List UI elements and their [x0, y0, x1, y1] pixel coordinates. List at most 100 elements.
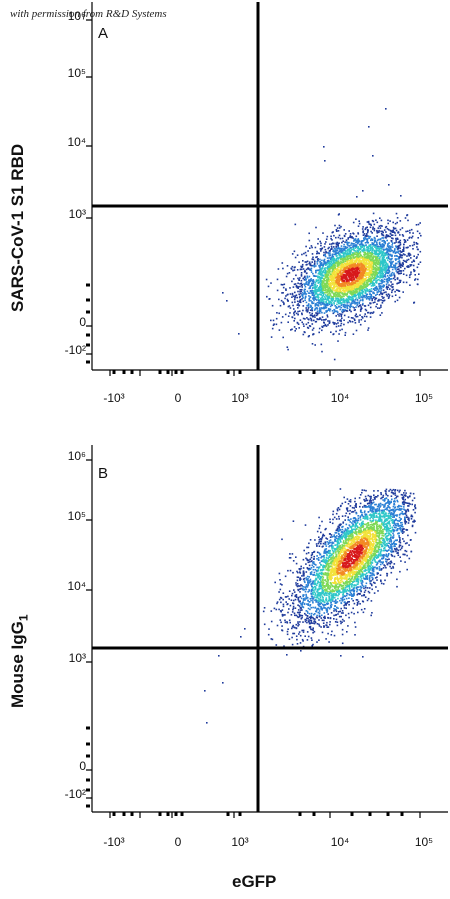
panel-a-event — [383, 258, 386, 261]
panel-a-event — [361, 281, 364, 283]
panel-a-event — [382, 300, 385, 302]
panel-a-event — [402, 262, 404, 264]
panel-a-event — [337, 274, 340, 276]
panel-a-event — [324, 255, 327, 258]
panel-a-event — [364, 278, 367, 281]
panel-a-event — [372, 220, 375, 223]
panel-a-event — [337, 300, 339, 302]
panel-a-event — [293, 320, 295, 322]
panel-a-event — [391, 250, 394, 252]
panel-a-event — [360, 273, 362, 275]
panel-a-event — [332, 267, 334, 270]
panel-a-event — [391, 257, 393, 260]
panel-b-event — [318, 539, 321, 541]
panel-a-event — [311, 301, 313, 303]
panel-a-event — [346, 257, 349, 259]
panel-a-event — [375, 294, 377, 296]
panel-a-event — [317, 301, 320, 304]
panel-a-event — [390, 230, 392, 233]
panel-a-event — [321, 282, 324, 284]
panel-a-event — [290, 267, 292, 270]
panel-a-event — [315, 303, 317, 305]
panel-a-event — [362, 278, 365, 281]
panel-b-event — [361, 515, 363, 517]
panel-a-event — [322, 271, 324, 274]
panel-b-event — [354, 529, 357, 531]
panel-a-event — [340, 306, 342, 309]
panel-a-event — [331, 258, 333, 260]
panel-a-event — [360, 277, 362, 280]
panel-a-event — [379, 217, 381, 219]
panel-b-event — [284, 621, 287, 624]
panel-a-event — [302, 317, 305, 320]
panel-a-event — [356, 291, 359, 293]
panel-a-event — [340, 261, 343, 264]
panel-a-event — [291, 296, 293, 298]
panel-a-event — [362, 295, 364, 297]
panel-b-event — [312, 631, 314, 634]
panel-a-event — [374, 269, 377, 271]
panel-a-event — [390, 262, 392, 265]
panel-a-event — [325, 311, 328, 313]
panel-a-event — [357, 277, 360, 279]
panel-a-event — [335, 229, 338, 231]
panel-a-event — [336, 294, 338, 296]
panel-a-event — [407, 254, 410, 256]
panel-a-event — [287, 300, 289, 302]
panel-b-event — [338, 515, 340, 518]
panel-a-event — [386, 288, 389, 290]
panel-a-event — [361, 246, 363, 249]
panel-a-event — [304, 283, 307, 285]
panel-b-event — [331, 536, 333, 538]
panel-b-event — [349, 578, 352, 581]
panel-a-event — [366, 240, 368, 243]
panel-a-event — [355, 297, 357, 299]
panel-a-event — [308, 239, 311, 242]
panel-a-event — [351, 265, 354, 268]
panel-a-event — [344, 274, 347, 276]
panel-a-event — [406, 255, 408, 257]
panel-a-event — [388, 270, 391, 273]
panel-a-event — [362, 249, 365, 251]
panel-a-event — [280, 321, 283, 324]
panel-a-event — [303, 276, 306, 279]
panel-a-event — [405, 230, 407, 233]
panel-a-event — [382, 246, 385, 248]
panel-a-event — [347, 273, 350, 275]
panel-a-event — [382, 231, 384, 234]
panel-a-event — [340, 263, 342, 265]
panel-b-event — [284, 575, 287, 578]
panel-a-event — [397, 282, 399, 284]
panel-a-event — [338, 256, 341, 259]
panel-a-event — [333, 270, 335, 273]
panel-a-event — [337, 275, 340, 278]
panel-a-event — [325, 295, 328, 297]
panel-a-event — [363, 281, 366, 284]
panel-b-event — [344, 586, 347, 589]
panel-a-event — [362, 264, 365, 267]
panel-a-event — [317, 294, 319, 297]
panel-a-event — [328, 291, 331, 294]
panel-b-event — [322, 542, 325, 545]
panel-a-event — [391, 271, 394, 274]
panel-a-event — [319, 266, 321, 268]
panel-a-event — [330, 287, 332, 289]
panel-a-event — [323, 260, 325, 262]
panel-a-event — [303, 288, 306, 291]
panel-a-event — [358, 247, 360, 250]
panel-a-event — [312, 298, 314, 300]
panel-a-event — [383, 263, 385, 265]
panel-a-event — [351, 296, 354, 298]
panel-a-event — [317, 287, 320, 289]
panel-a-event — [395, 259, 397, 261]
panel-a-event — [375, 273, 378, 276]
panel-a-event — [343, 253, 346, 255]
panel-a-event — [344, 265, 347, 267]
panel-a-event — [351, 273, 353, 276]
panel-a-event — [365, 264, 367, 266]
panel-a-event — [387, 244, 389, 246]
panel-a-event — [397, 271, 400, 273]
panel-b-event — [385, 566, 387, 569]
panel-a-event — [295, 285, 298, 287]
panel-a-event — [302, 300, 305, 303]
